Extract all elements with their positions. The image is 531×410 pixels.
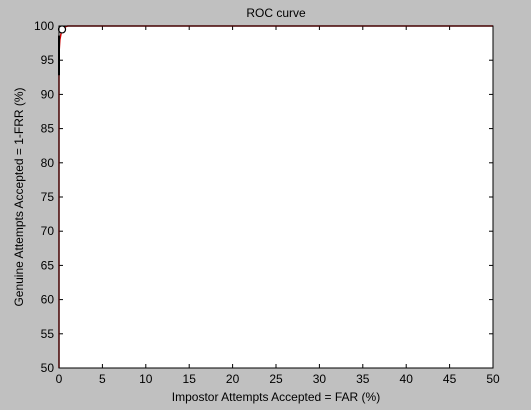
y-tick-label: 80 (41, 156, 55, 170)
y-axis-label: Genuine Attempts Accepted = 1-FRR (%) (12, 87, 26, 306)
x-tick-label: 15 (183, 372, 197, 386)
y-tick-label: 60 (41, 293, 55, 307)
plot-area (59, 26, 493, 368)
y-tick-label: 90 (41, 87, 55, 101)
x-axis-label: Impostor Attempts Accepted = FAR (%) (172, 390, 380, 404)
operating-point-marker (59, 26, 66, 33)
x-tick-label: 35 (356, 372, 370, 386)
y-tick-label: 70 (41, 224, 55, 238)
x-tick-label: 30 (313, 372, 327, 386)
x-tick-label: 25 (269, 372, 283, 386)
x-tick-label: 5 (99, 372, 106, 386)
x-tick-label: 40 (400, 372, 414, 386)
y-tick-label: 50 (41, 361, 55, 375)
x-tick-label: 50 (486, 372, 500, 386)
x-tick-label: 0 (56, 372, 63, 386)
y-tick-label: 55 (41, 327, 55, 341)
x-tick-label: 20 (226, 372, 240, 386)
chart-title: ROC curve (246, 6, 306, 20)
x-tick-label: 10 (139, 372, 153, 386)
y-tick-label: 95 (41, 53, 55, 67)
x-tick-label: 45 (443, 372, 457, 386)
y-tick-label: 100 (34, 19, 54, 33)
y-tick-label: 75 (41, 190, 55, 204)
y-tick-label: 85 (41, 122, 55, 136)
y-tick-label: 65 (41, 258, 55, 272)
